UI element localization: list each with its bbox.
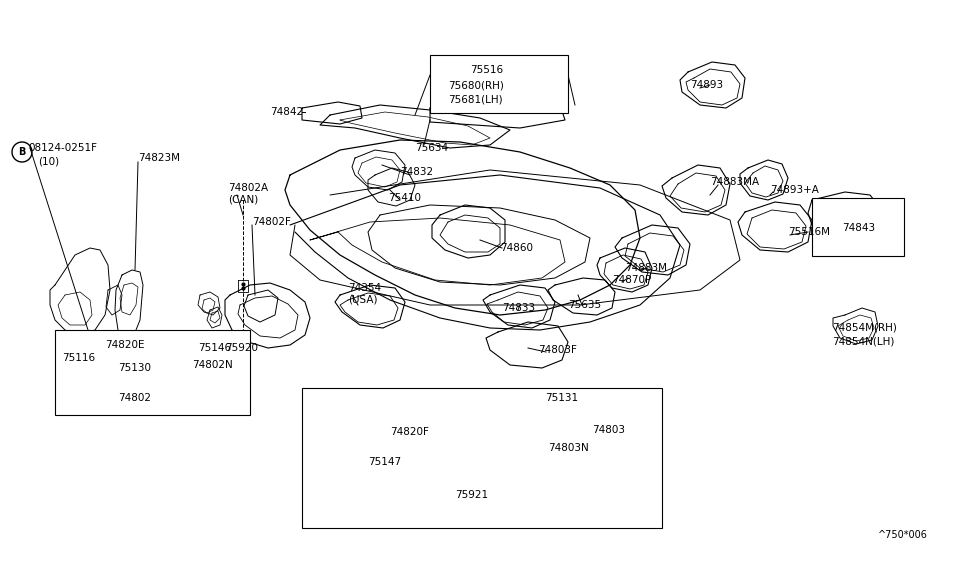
Text: 74832: 74832 — [400, 167, 433, 177]
Text: 75635: 75635 — [568, 300, 602, 310]
Text: 75130: 75130 — [118, 363, 151, 373]
Text: 08124-0251F: 08124-0251F — [28, 143, 97, 153]
Text: 75146: 75146 — [198, 343, 231, 353]
Bar — [812, 198, 904, 256]
Text: 74803N: 74803N — [548, 443, 589, 453]
Text: 75516: 75516 — [470, 65, 503, 75]
Text: 74893+A: 74893+A — [770, 185, 819, 195]
Bar — [302, 388, 662, 528]
Text: 74883MA: 74883MA — [710, 177, 760, 187]
Text: 74820F: 74820F — [390, 427, 429, 437]
Text: 75680(RH): 75680(RH) — [448, 80, 504, 90]
Text: 75634: 75634 — [415, 143, 448, 153]
Text: 74803: 74803 — [592, 425, 625, 435]
Bar — [55, 330, 250, 415]
Text: 74802F: 74802F — [252, 217, 291, 227]
Text: 74803F: 74803F — [538, 345, 577, 355]
Text: 74354: 74354 — [348, 283, 381, 293]
Text: 75921: 75921 — [455, 490, 488, 500]
Text: 74823M: 74823M — [138, 153, 180, 163]
Text: 74802A: 74802A — [228, 183, 268, 193]
Text: 74842: 74842 — [270, 107, 303, 117]
Text: (CAN): (CAN) — [228, 195, 258, 205]
Text: ^750*006: ^750*006 — [878, 530, 928, 540]
Text: 75681(LH): 75681(LH) — [448, 95, 503, 105]
Text: 74820E: 74820E — [105, 340, 144, 350]
Text: (10): (10) — [38, 157, 59, 167]
Text: 75147: 75147 — [368, 457, 401, 467]
Text: 74833: 74833 — [502, 303, 535, 313]
Text: B: B — [19, 147, 25, 157]
Text: 75116: 75116 — [62, 353, 96, 363]
Text: 74860: 74860 — [500, 243, 533, 253]
Text: 75410: 75410 — [388, 193, 421, 203]
Text: 75516M: 75516M — [788, 227, 830, 237]
Text: 74883M: 74883M — [625, 263, 667, 273]
Text: 74893: 74893 — [690, 80, 723, 90]
Text: 74802N: 74802N — [192, 360, 233, 370]
Text: 75131: 75131 — [545, 393, 578, 403]
Text: 74802: 74802 — [118, 393, 151, 403]
Text: 74843: 74843 — [842, 223, 876, 233]
Text: 75920: 75920 — [225, 343, 258, 353]
Bar — [430, 55, 568, 113]
Text: (USA): (USA) — [348, 295, 377, 305]
Text: 74854M(RH): 74854M(RH) — [832, 323, 897, 333]
Text: 74854N(LH): 74854N(LH) — [832, 337, 894, 347]
Text: 74870P: 74870P — [612, 275, 651, 285]
